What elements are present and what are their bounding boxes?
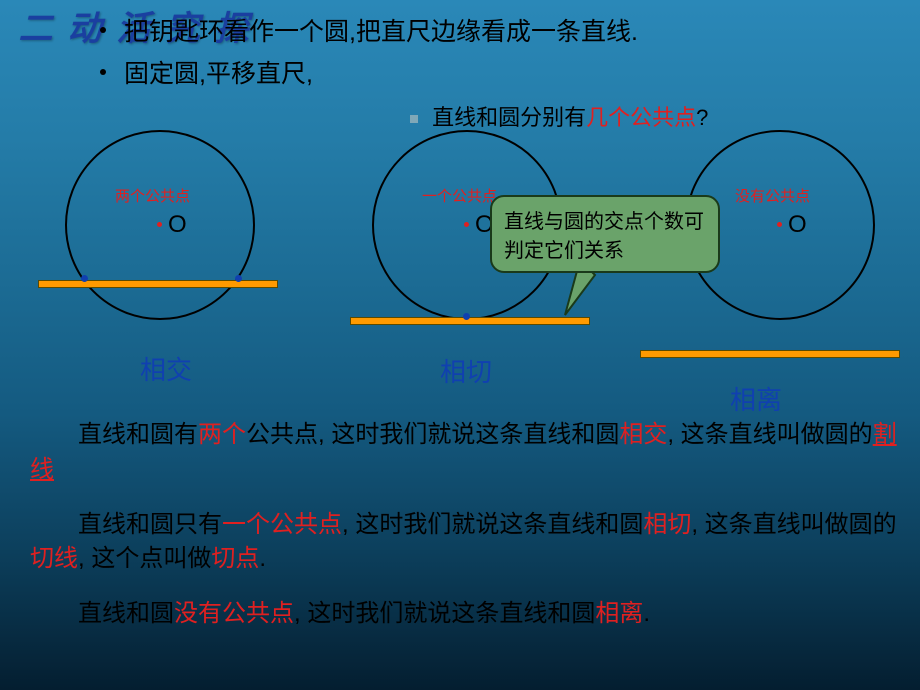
center-dot-icon	[777, 222, 782, 227]
center-label: O	[168, 211, 187, 239]
text-segment: 直线和圆	[78, 600, 174, 627]
center-dot-icon	[464, 222, 469, 227]
text-segment: 直线和圆有	[78, 421, 198, 448]
question-post: ?	[696, 105, 708, 130]
relation-label: 相交	[140, 350, 192, 387]
text-segment: 相离	[595, 600, 643, 627]
relation-label: 相离	[730, 380, 782, 417]
ruler-line	[640, 350, 900, 358]
text-segment: 直线和圆只有	[78, 511, 222, 538]
intersection-point-icon	[463, 313, 470, 320]
intersection-point-icon	[81, 275, 88, 282]
center-label: O	[788, 211, 807, 239]
text-segment: 切点	[211, 545, 259, 572]
text-segment: , 这条直线叫做圆的	[691, 511, 896, 538]
relation-label: 相切	[440, 352, 492, 389]
inner-label: 没有公共点	[735, 185, 810, 206]
text-segment: , 这时我们就说这条直线和圆	[342, 511, 643, 538]
ruler-line	[350, 317, 590, 325]
explanation-paragraph: 直线和圆有两个公共点, 这时我们就说这条直线和圆相交, 这条直线叫做圆的割线	[30, 418, 900, 488]
intersection-point-icon	[235, 275, 242, 282]
square-bullet-icon	[410, 115, 418, 123]
text-segment: 一个公共点	[222, 511, 342, 538]
bullet-icon	[100, 69, 106, 75]
text-segment: 相切	[643, 511, 691, 538]
text-segment: 相交	[619, 421, 667, 448]
diagrams: 两个公共点O相交一个公共点O相切没有公共点O相离	[0, 130, 920, 390]
bullet-text: 固定圆,平移直尺,	[124, 54, 313, 90]
question-text: 直线和圆分别有几个公共点?	[410, 100, 708, 132]
text-segment: 两个	[198, 421, 246, 448]
explanation-paragraph: 直线和圆只有一个公共点, 这时我们就说这条直线和圆相切, 这条直线叫做圆的切线,…	[30, 508, 900, 578]
text-segment: 没有公共点	[174, 600, 294, 627]
bullet-item: 固定圆,平移直尺,	[100, 54, 880, 90]
question-pre: 直线和圆分别有	[432, 105, 586, 130]
question-highlight: 几个公共点	[586, 105, 696, 130]
bullet-text: 把钥匙环看作一个圆,把直尺边缘看成一条直线.	[124, 12, 638, 48]
explanation-paragraph: 直线和圆没有公共点, 这时我们就说这条直线和圆相离.	[30, 597, 900, 632]
text-segment: .	[643, 600, 650, 627]
text-segment: .	[259, 545, 266, 572]
inner-label: 一个公共点	[422, 185, 497, 206]
inner-label: 两个公共点	[115, 185, 190, 206]
text-segment: , 这条直线叫做圆的	[667, 421, 872, 448]
ruler-line	[38, 280, 278, 288]
bullet-icon	[100, 27, 106, 33]
callout-box: 直线与圆的交点个数可判定它们关系	[490, 195, 720, 273]
text-segment: 切线	[30, 545, 78, 572]
text-segment: 公共点, 这时我们就说这条直线和圆	[246, 421, 619, 448]
center-dot-icon	[157, 222, 162, 227]
bullet-list: 把钥匙环看作一个圆,把直尺边缘看成一条直线. 固定圆,平移直尺,	[100, 12, 880, 96]
explanation-area: 直线和圆有两个公共点, 这时我们就说这条直线和圆相交, 这条直线叫做圆的割线直线…	[30, 418, 900, 652]
bullet-item: 把钥匙环看作一个圆,把直尺边缘看成一条直线.	[100, 12, 880, 48]
text-segment: , 这个点叫做	[78, 545, 211, 572]
text-segment: , 这时我们就说这条直线和圆	[294, 600, 595, 627]
